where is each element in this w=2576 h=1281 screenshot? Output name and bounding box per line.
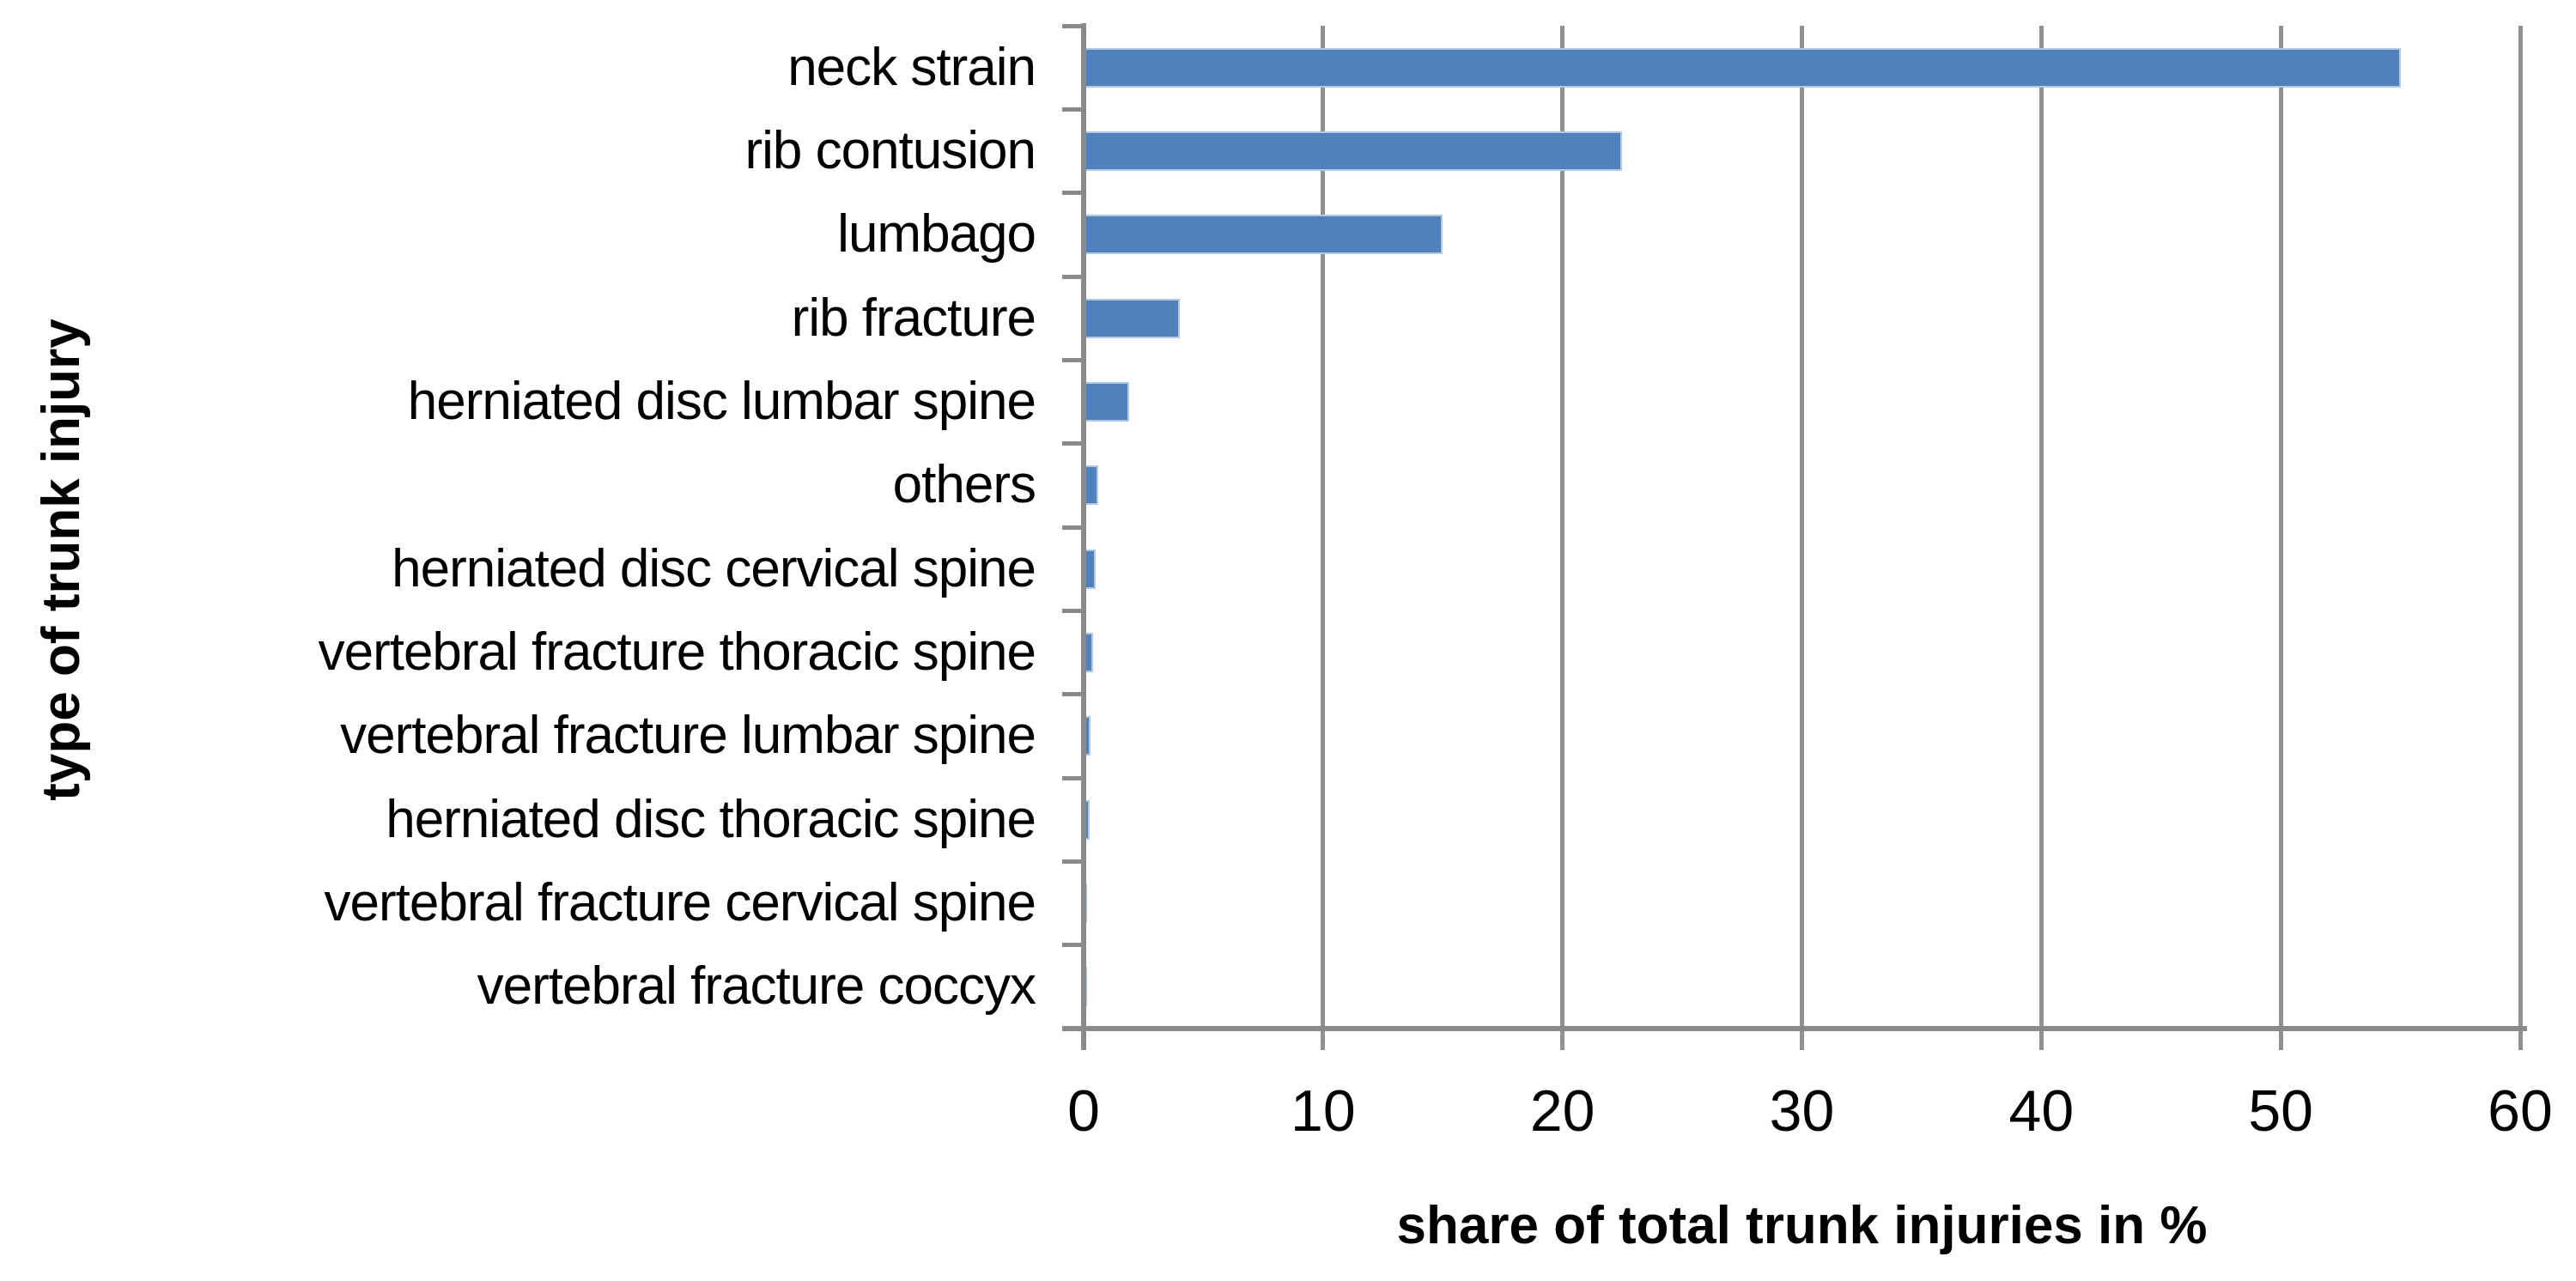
category-label: rib contusion bbox=[744, 121, 1036, 180]
gridline-x-30 bbox=[1800, 26, 1804, 1050]
y-axis-tick bbox=[1062, 775, 1081, 780]
category-label: neck strain bbox=[787, 37, 1036, 97]
category-label: lumbago bbox=[837, 204, 1036, 264]
gridline-x-10 bbox=[1321, 26, 1326, 1050]
gridline-x-20 bbox=[1560, 26, 1565, 1050]
y-axis-tick bbox=[1062, 191, 1081, 196]
y-axis-tick bbox=[1062, 441, 1081, 446]
gridline-x-40 bbox=[2038, 26, 2044, 1050]
x-tick-label-60: 60 bbox=[2488, 1078, 2553, 1144]
gridline-x-60 bbox=[2518, 26, 2523, 1050]
bar-herniated-disc-lumbar-spine bbox=[1084, 382, 1129, 422]
bar-lumbago bbox=[1084, 215, 1443, 255]
y-axis-tick bbox=[1062, 692, 1081, 697]
y-axis-tick bbox=[1062, 943, 1081, 948]
y-axis-tick bbox=[1062, 859, 1081, 864]
category-label: herniated disc thoracic spine bbox=[386, 789, 1036, 849]
y-axis-tick bbox=[1062, 23, 1081, 28]
bar-rib-contusion bbox=[1084, 131, 1623, 171]
plot-area bbox=[1084, 26, 2523, 1050]
bar-neck-strain bbox=[1084, 47, 2401, 88]
x-tick-label-20: 20 bbox=[1529, 1078, 1595, 1144]
category-label: vertebral fracture thoracic spine bbox=[318, 622, 1036, 682]
bar-rib-fracture bbox=[1084, 298, 1180, 338]
y-axis-tick bbox=[1062, 357, 1081, 362]
category-label: vertebral fracture cervical spine bbox=[324, 873, 1036, 932]
x-tick-label-50: 50 bbox=[2248, 1078, 2313, 1144]
gridline-x-50 bbox=[2278, 26, 2283, 1050]
y-axis-tick bbox=[1062, 106, 1081, 112]
y-axis-tick bbox=[1062, 608, 1081, 613]
category-label: others bbox=[892, 455, 1036, 515]
x-tick-label-40: 40 bbox=[2008, 1078, 2075, 1144]
category-label: vertebral fracture coccyx bbox=[477, 956, 1036, 1017]
x-axis-title: share of total trunk injuries in % bbox=[1396, 1196, 2208, 1255]
x-axis-line bbox=[1062, 1026, 2527, 1031]
x-tick-label-0: 0 bbox=[1067, 1078, 1100, 1144]
category-label: herniated disc lumbar spine bbox=[407, 372, 1036, 431]
x-tick-label-30: 30 bbox=[1769, 1078, 1835, 1144]
category-label: herniated disc cervical spine bbox=[392, 538, 1036, 598]
x-tick-label-10: 10 bbox=[1291, 1078, 1356, 1144]
y-axis-tick bbox=[1062, 1026, 1081, 1031]
y-axis-tick bbox=[1062, 525, 1081, 530]
category-axis: neck strain rib contusion lumbago rib fract… bbox=[0, 26, 1036, 1029]
category-label: vertebral fracture lumbar spine bbox=[340, 706, 1036, 766]
y-axis-tick bbox=[1062, 274, 1081, 279]
y-axis-line bbox=[1081, 23, 1086, 1050]
category-label: rib fracture bbox=[791, 288, 1036, 348]
